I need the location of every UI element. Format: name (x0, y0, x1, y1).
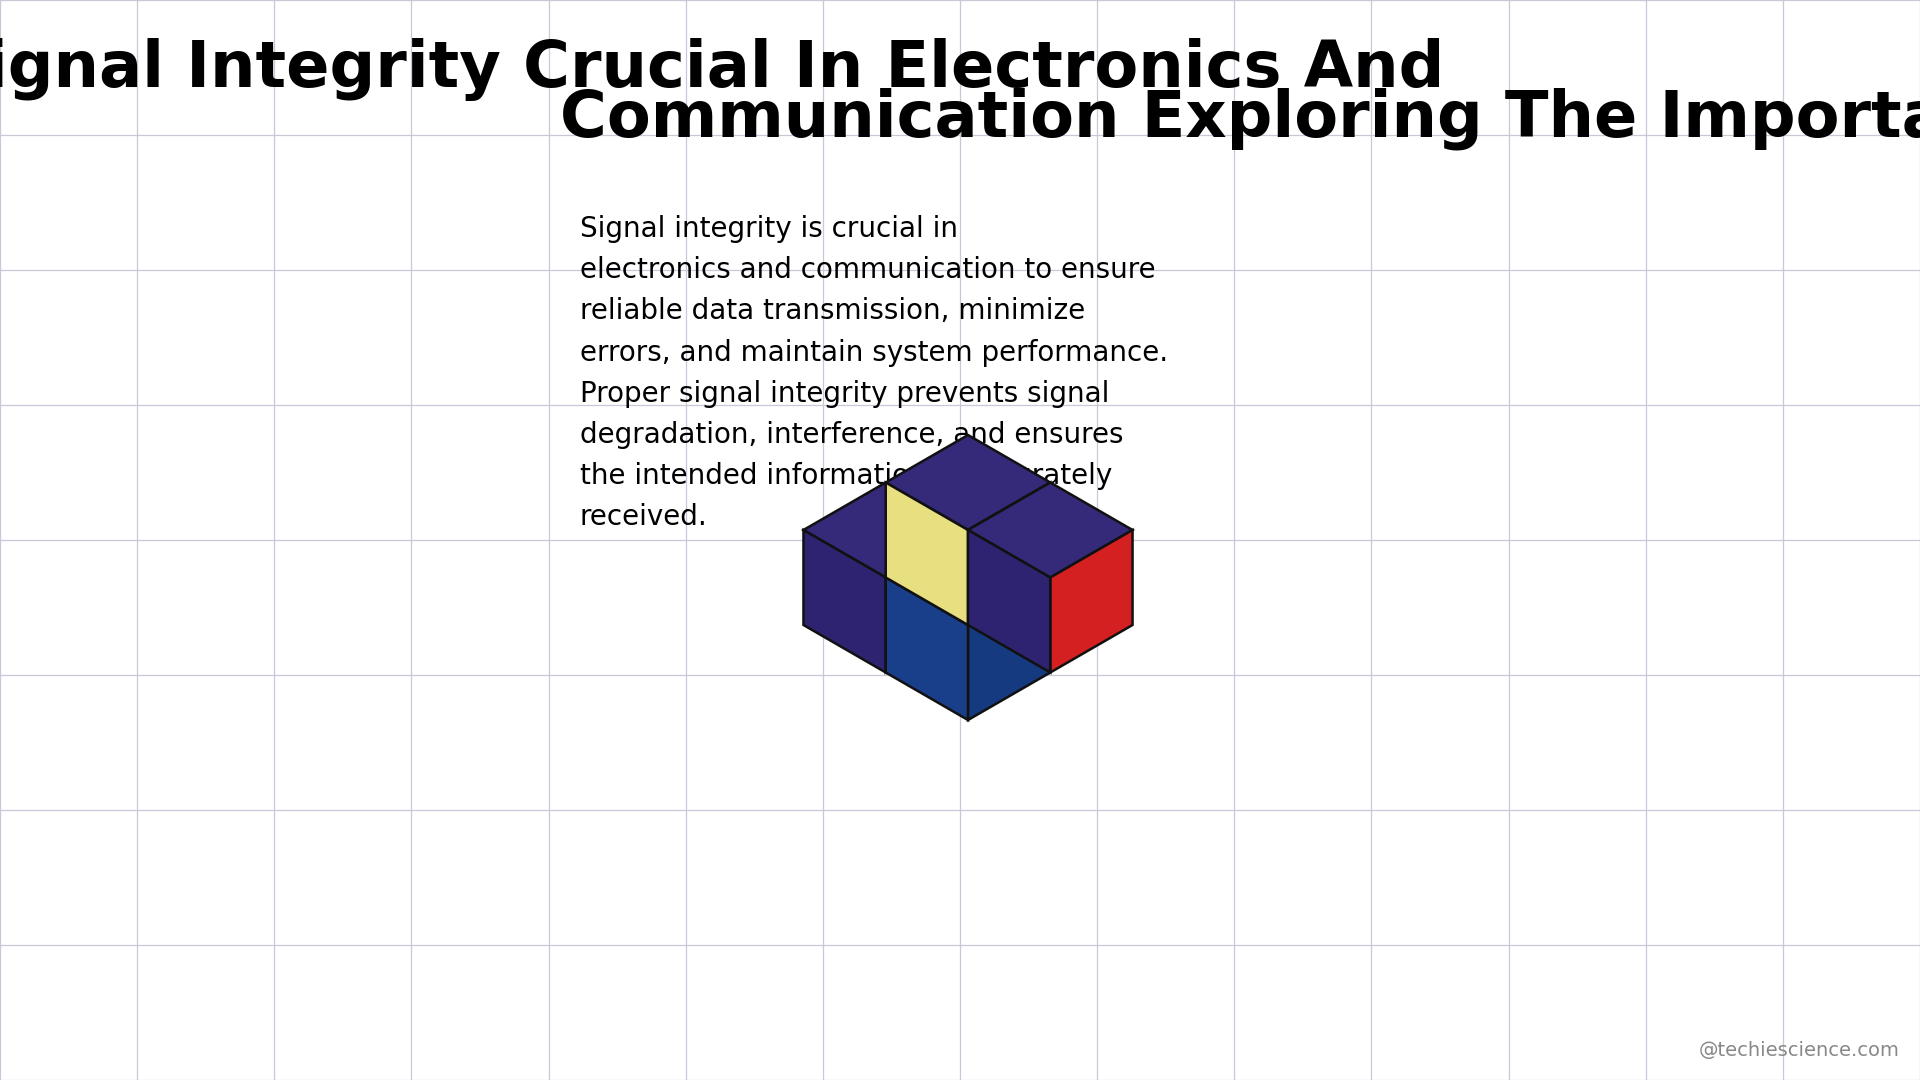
Text: Communication Exploring The Importance Of Maintaining Reliable Signal Tr: Communication Exploring The Importance O… (561, 87, 1920, 150)
Text: Why Is Signal Integrity Crucial In Electronics And: Why Is Signal Integrity Crucial In Elect… (0, 38, 1444, 102)
Polygon shape (885, 530, 1050, 625)
Polygon shape (803, 530, 885, 673)
Text: Signal integrity is crucial in
electronics and communication to ensure
reliable : Signal integrity is crucial in electroni… (580, 215, 1167, 531)
Polygon shape (968, 483, 1050, 625)
Polygon shape (968, 483, 1133, 578)
Polygon shape (885, 435, 1050, 530)
Polygon shape (885, 530, 968, 673)
Polygon shape (803, 483, 968, 578)
Polygon shape (968, 578, 1050, 720)
Text: @techiescience.com: @techiescience.com (1699, 1041, 1901, 1059)
Polygon shape (885, 578, 968, 720)
Polygon shape (885, 483, 968, 625)
Polygon shape (968, 530, 1050, 673)
Polygon shape (1050, 530, 1133, 673)
